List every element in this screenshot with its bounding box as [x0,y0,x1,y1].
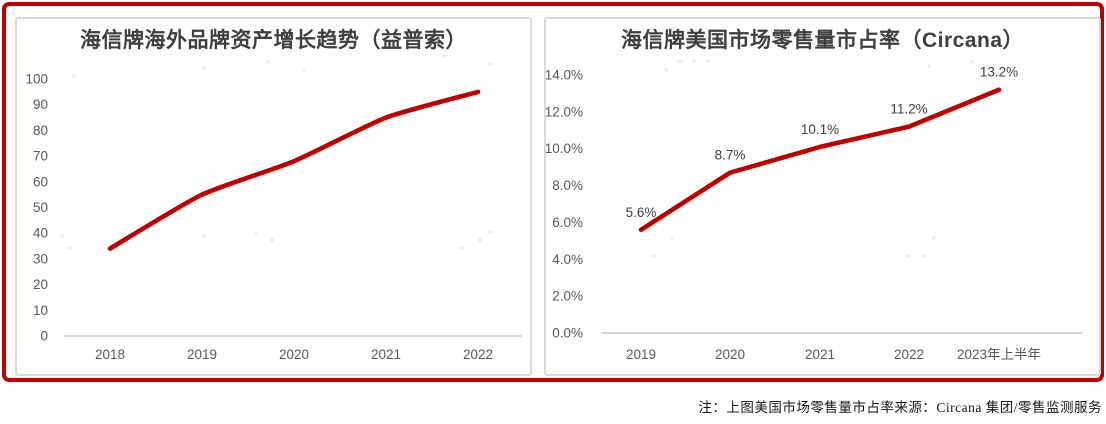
chart-title-right: 海信牌美国市场零售量市占率（Circana） [620,29,1025,52]
x-category-label: 2019 [187,347,217,362]
watermark-dot [922,254,926,258]
y-tick-label: 4.0% [552,252,583,267]
x-category-label: 2019 [626,347,656,362]
x-category-label: 2020 [715,347,745,362]
watermark-dot [927,64,931,68]
y-tick-label: 80 [33,123,48,138]
y-tick-label: 90 [33,97,48,112]
y-tick-label: 2.0% [552,289,583,304]
y-tick-label: 70 [33,149,48,164]
x-category-label: 2020 [279,347,309,362]
watermark-dot [706,59,710,63]
watermark-dot [478,238,482,242]
y-tick-label: 12.0% [546,104,583,119]
watermark-dot [488,230,492,234]
data-label: 10.1% [801,122,839,137]
y-tick-label: 0.0% [552,326,583,341]
y-tick-label: 6.0% [552,215,583,230]
watermark-dot [652,254,656,258]
watermark-dot [68,246,72,250]
chart-panel-right: 海信牌美国市场零售量市占率（Circana） 14.0% 12.0% 10.0% 8.… [544,17,1101,376]
watermark-dot [488,62,492,66]
watermark-dot [60,234,64,238]
chart-panel-left: 海信牌海外品牌资产增长趋势（益普索） 100 90 80 70 60 50 40 30 20 10… [15,17,532,376]
source-note: 注：上图美国市场零售量市占率来源：Circana 集团/零售监测服务 [698,400,1102,415]
line-chart-right: 14.0% 12.0% 10.0% 8.0% 6.0% 4.0% 2.0% 0.0% 2019 2… [546,59,1082,362]
data-label: 8.7% [715,148,746,163]
series-line [107,89,481,251]
x-category-label: 2022 [894,347,924,362]
watermark-dot [442,54,446,58]
data-label: 11.2% [890,102,927,117]
watermark-dot [302,68,306,72]
watermark-dot [932,236,936,240]
watermark-dot [984,64,988,68]
watermark-dot [202,66,206,70]
x-category-label: 2022 [463,347,493,362]
watermark-dot [254,232,258,236]
y-tick-label: 10 [33,303,48,318]
chart-title-left: 海信牌海外品牌资产增长趋势（益普索） [80,29,467,52]
y-tick-label: 8.0% [552,178,583,193]
y-tick-label: 20 [33,277,48,292]
x-category-label: 2023年上半年 [957,347,1041,362]
y-tick-label: 40 [33,226,48,241]
watermark-dot [670,236,674,240]
data-label: 5.6% [626,205,657,220]
data-label: 13.2% [980,65,1018,80]
watermark-dot [907,254,911,258]
watermark-dot [460,246,464,250]
y-tick-label: 100 [25,72,48,87]
y-tick-label: 10.0% [546,141,583,156]
watermark-dot [266,60,270,64]
y-tick-label: 60 [33,174,48,189]
series-line [638,87,1002,233]
figure-red-frame: 海信牌海外品牌资产增长趋势（益普索） 100 90 80 70 60 50 40 30 20 10… [2,2,1104,382]
x-category-label: 2018 [95,347,125,362]
y-tick-label: 50 [33,200,48,215]
watermark-dot [692,59,696,63]
watermark-dot [664,68,668,72]
watermark-dot [270,238,274,242]
x-category-label: 2021 [371,347,401,362]
y-tick-label: 0 [40,329,48,344]
watermark-dot [202,234,206,238]
watermark-dot [970,60,974,64]
y-tick-label: 14.0% [546,68,583,83]
y-tick-label: 30 [33,251,48,266]
watermark-dot [678,59,682,63]
x-category-label: 2021 [805,347,835,362]
watermark-dot [72,74,76,78]
